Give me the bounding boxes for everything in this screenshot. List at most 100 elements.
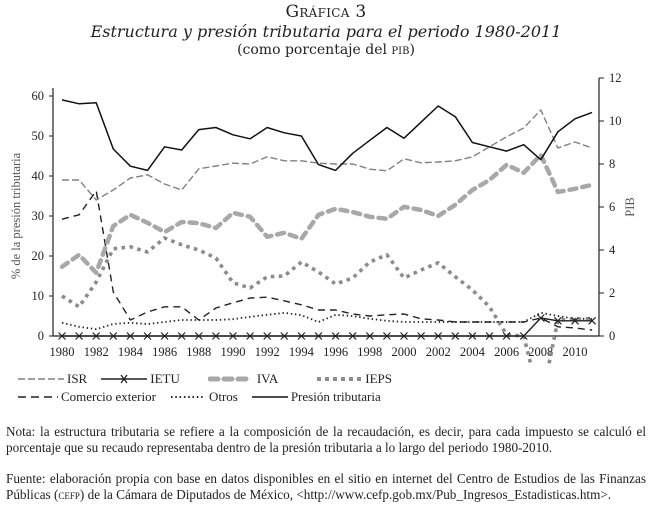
legend-item-ieps: IEPS [316,371,392,387]
data-point-ietu [109,332,118,340]
y-tick-label-left: 10 [32,289,45,303]
legend-label-iva: IVA [256,371,279,386]
data-point-ietu [451,332,460,340]
figure-label: Gráfica 3 [285,2,367,22]
x-tick-label: 2004 [460,345,486,359]
y-tick-label-right: 6 [609,200,615,214]
legend-row-2: Comercio exterior Otros Presión tributar… [18,388,406,406]
footnote-nota: Nota: la estructura tributaria se refier… [6,424,646,455]
data-point-ietu [417,332,426,340]
data-point-ietu [400,332,408,340]
data-point-ietu [434,332,443,340]
legend-label-presion-tributaria: Presión tributaria [290,389,381,404]
data-point-ietu [348,332,357,340]
x-tick-label: 1992 [255,345,280,359]
y-tick-label-left: 50 [32,129,45,143]
x-tick-label: 1986 [152,345,177,359]
legend-label-isr: ISR [67,371,88,386]
x-tick-label: 2002 [426,345,451,359]
data-point-ietu [297,332,306,340]
y-tick-label-right: 12 [609,71,622,85]
data-point-ietu [314,332,323,340]
line-chart: 0 10 20 30 40 50 60 0 2 4 6 8 10 12 1980 1982 1984 1986 19… [9,71,637,365]
legend-swatch-iva [207,376,254,382]
legend-swatch-otros [170,396,205,398]
data-point-ietu [263,332,272,340]
y-tick-label-right: 4 [609,243,616,257]
legend-label-ietu: IETU [150,371,180,386]
y-tick-label-right: 8 [609,157,615,171]
subtitle-abbr: pib [391,42,410,58]
y-axis-label-left: % de la presión tributaria [9,152,23,279]
data-point-ietu [536,314,545,322]
series-line-presi-n-tributaria [61,99,593,172]
data-point-ietu [588,316,597,325]
x-tick-label: 1988 [186,345,211,359]
legend-item-isr: ISR [18,371,87,387]
data-point-ietu [553,316,562,325]
legend-item-otros: Otros [170,389,238,405]
x-tick-label: 1998 [357,345,382,359]
legend-swatch-comercio-exterior [18,396,58,398]
legend-row-1: ISR IETU IVA IEPS [18,370,406,388]
legend-swatch-ietu [101,374,148,384]
subtitle-prefix: (como porcentaje del [237,42,392,58]
chart-title: Estructura y presión tributaria para el … [90,22,562,41]
x-tick-label: 1994 [289,345,315,359]
series-line-otros [61,311,593,331]
y-tick-label-left: 0 [38,329,44,343]
data-point-ietu [280,332,289,340]
subtitle-suffix: ) [409,42,415,58]
data-point-ietu [92,332,101,340]
y-tick-label-left: 60 [32,89,45,103]
x-tick-label: 1982 [84,345,109,359]
series-group [58,99,597,365]
x-tick-label: 1980 [50,345,75,359]
fuente-prefix: Fuente: elaboración propia con base en d… [6,471,646,502]
data-point-ietu [519,332,528,340]
x-tick-label: 2006 [494,345,519,359]
data-point-ietu [160,332,169,340]
axes: 0 10 20 30 40 50 60 0 2 4 6 8 10 12 1980 1982 1984 1986 19… [32,71,622,359]
footnote-fuente: Fuente: elaboración propia con base en d… [6,471,646,502]
fuente-abbr: cefp [58,486,80,502]
legend-label-comercio-exterior: Comercio exterior [61,389,156,404]
y-axis-label-right: PIB [623,197,637,216]
data-point-ietu [382,332,391,340]
y-tick-label-right: 0 [609,329,615,343]
series-line-comercio-exterior [61,190,593,331]
x-tick-label: 2010 [563,345,588,359]
data-point-ietu [571,316,579,325]
y-tick-label-left: 30 [32,209,45,223]
x-tick-label: 2008 [528,345,553,359]
y-tick-label-right: 10 [609,114,622,128]
y-tick-label-left: 20 [32,249,45,263]
series-line-ieps [61,236,593,365]
fuente-suffix: ) de la Cámara de Diputados de México, <… [79,486,612,502]
legend-label-otros: Otros [208,389,238,404]
data-point-ietu [331,332,340,340]
x-tick-label: 1996 [323,345,348,359]
x-tick-label: 1990 [221,345,246,359]
legend: ISR IETU IVA IEPS Comercio exterior Otro… [18,370,406,406]
data-point-ietu [75,332,84,340]
series-line-isr [62,109,593,201]
y-tick-label-left: 40 [32,169,45,183]
legend-item-ietu: IETU [101,371,180,387]
data-point-ietu [365,332,374,340]
x-tick-label: 1984 [118,345,144,359]
legend-item-presion-tributaria: Presión tributaria [251,389,381,405]
data-point-ietu [468,332,477,340]
data-point-ietu [143,332,152,340]
data-point-ietu [126,332,135,340]
chart-subtitle: (como porcentaje del pib) [0,42,652,58]
legend-swatch-presion-tributaria [251,396,288,398]
data-point-ietu [229,332,237,340]
data-point-ietu [177,332,186,340]
x-tick-label: 2000 [392,345,417,359]
legend-item-comercio-exterior: Comercio exterior [18,389,156,405]
data-point-ietu [194,332,203,340]
data-point-ietu [485,332,494,340]
legend-label-ieps: IEPS [365,371,393,386]
legend-item-iva: IVA [207,371,279,387]
